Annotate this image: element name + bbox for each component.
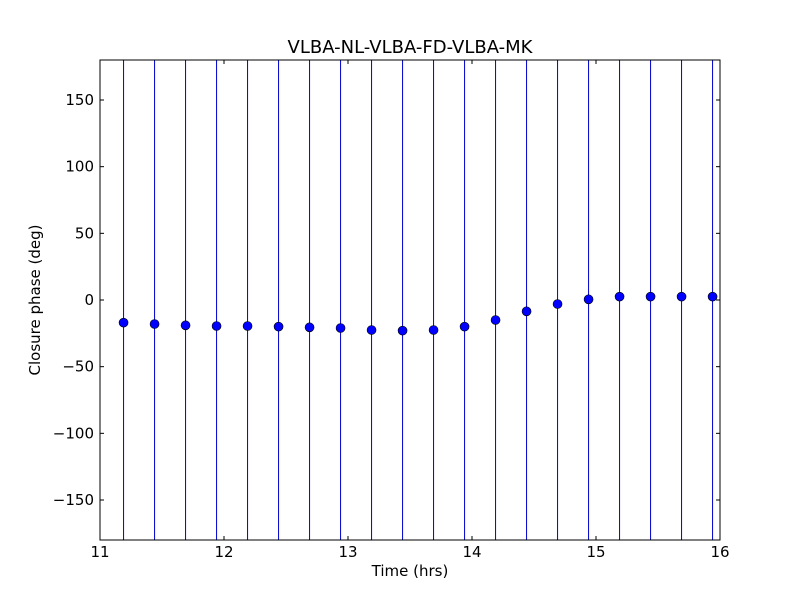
y-tick-label: −150 bbox=[53, 491, 94, 509]
data-point bbox=[304, 322, 315, 333]
y-tick-label: 150 bbox=[65, 91, 94, 109]
axes-frame bbox=[99, 59, 721, 541]
x-tick-label: 15 bbox=[586, 543, 605, 561]
chart-title: VLBA-NL-VLBA-FD-VLBA-MK bbox=[288, 37, 534, 58]
y-tick-label: 50 bbox=[75, 224, 94, 242]
x-tick-label: 16 bbox=[710, 543, 729, 561]
data-point bbox=[366, 325, 377, 335]
data-point bbox=[490, 315, 501, 325]
data-point bbox=[273, 321, 284, 332]
data-point bbox=[180, 320, 191, 331]
y-tick-label: 0 bbox=[84, 291, 94, 309]
data-point bbox=[614, 291, 625, 302]
data-point bbox=[676, 291, 687, 302]
data-point bbox=[149, 319, 160, 329]
x-axis-label: Time (hrs) bbox=[371, 562, 449, 580]
data-point bbox=[242, 321, 253, 331]
x-tick-label: 13 bbox=[338, 543, 357, 561]
data-point bbox=[335, 323, 346, 333]
data-point bbox=[397, 325, 408, 336]
plot-area bbox=[118, 60, 718, 540]
y-axis: −150 −100 −50 0 50 100 150 bbox=[53, 91, 720, 509]
data-point bbox=[118, 317, 129, 328]
data-point bbox=[521, 306, 532, 317]
x-axis: 11 12 13 14 15 16 bbox=[90, 60, 730, 561]
x-tick-label: 14 bbox=[462, 543, 481, 561]
data-point bbox=[552, 299, 563, 309]
x-tick-label: 11 bbox=[90, 543, 109, 561]
data-point bbox=[428, 325, 439, 335]
data-point bbox=[645, 291, 656, 302]
y-tick-label: −100 bbox=[53, 424, 94, 442]
data-point bbox=[583, 294, 594, 305]
y-tick-label: −50 bbox=[62, 358, 94, 376]
data-point bbox=[459, 321, 470, 332]
data-point bbox=[211, 321, 222, 331]
x-tick-label: 12 bbox=[214, 543, 233, 561]
data-point bbox=[707, 291, 718, 302]
y-axis-label: Closure phase (deg) bbox=[26, 225, 44, 376]
y-tick-label: 100 bbox=[65, 158, 94, 176]
